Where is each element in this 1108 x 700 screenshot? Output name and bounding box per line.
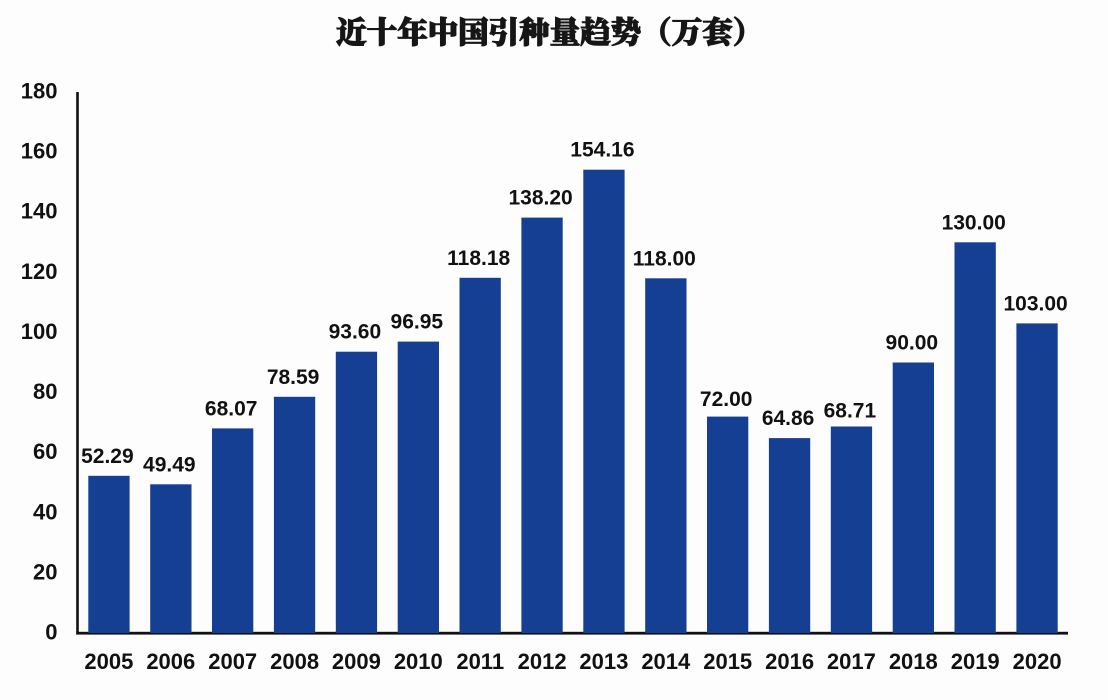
svg-text:64.86: 64.86 bbox=[762, 407, 815, 430]
svg-text:160: 160 bbox=[21, 139, 58, 164]
svg-text:2008: 2008 bbox=[270, 649, 319, 674]
svg-text:2020: 2020 bbox=[1013, 649, 1062, 674]
svg-text:2009: 2009 bbox=[332, 649, 381, 674]
svg-text:2018: 2018 bbox=[889, 649, 938, 674]
svg-text:72.00: 72.00 bbox=[700, 388, 753, 411]
svg-text:2006: 2006 bbox=[146, 649, 195, 674]
svg-text:52.29: 52.29 bbox=[81, 445, 134, 468]
svg-text:2017: 2017 bbox=[827, 649, 876, 674]
svg-text:68.71: 68.71 bbox=[824, 400, 877, 423]
svg-text:40: 40 bbox=[33, 499, 57, 524]
svg-text:2007: 2007 bbox=[208, 649, 257, 674]
svg-text:80: 80 bbox=[33, 379, 57, 404]
svg-text:90.00: 90.00 bbox=[886, 332, 939, 355]
svg-text:2019: 2019 bbox=[951, 649, 1000, 674]
svg-text:68.07: 68.07 bbox=[205, 397, 258, 420]
svg-text:78.59: 78.59 bbox=[267, 366, 320, 389]
svg-text:118.18: 118.18 bbox=[447, 247, 510, 270]
svg-text:120: 120 bbox=[21, 259, 58, 284]
svg-text:100: 100 bbox=[21, 319, 58, 344]
svg-text:2015: 2015 bbox=[703, 649, 752, 674]
svg-text:2013: 2013 bbox=[579, 649, 628, 674]
svg-text:93.60: 93.60 bbox=[329, 321, 382, 344]
svg-text:49.49: 49.49 bbox=[143, 453, 196, 476]
svg-text:2014: 2014 bbox=[641, 649, 691, 674]
svg-text:60: 60 bbox=[33, 439, 57, 464]
svg-text:0: 0 bbox=[45, 620, 57, 645]
svg-text:103.00: 103.00 bbox=[1003, 292, 1067, 315]
svg-text:140: 140 bbox=[21, 199, 58, 224]
svg-text:154.16: 154.16 bbox=[570, 139, 634, 162]
svg-text:20: 20 bbox=[33, 559, 57, 584]
svg-text:2012: 2012 bbox=[518, 649, 567, 674]
svg-text:2010: 2010 bbox=[394, 649, 443, 674]
svg-text:96.95: 96.95 bbox=[391, 311, 444, 334]
svg-text:2005: 2005 bbox=[84, 649, 133, 674]
svg-text:2011: 2011 bbox=[456, 649, 504, 674]
svg-text:138.20: 138.20 bbox=[508, 187, 572, 210]
svg-text:180: 180 bbox=[21, 79, 58, 104]
svg-text:2016: 2016 bbox=[765, 649, 814, 674]
svg-text:118.00: 118.00 bbox=[633, 247, 696, 270]
svg-text:130.00: 130.00 bbox=[942, 211, 1006, 234]
